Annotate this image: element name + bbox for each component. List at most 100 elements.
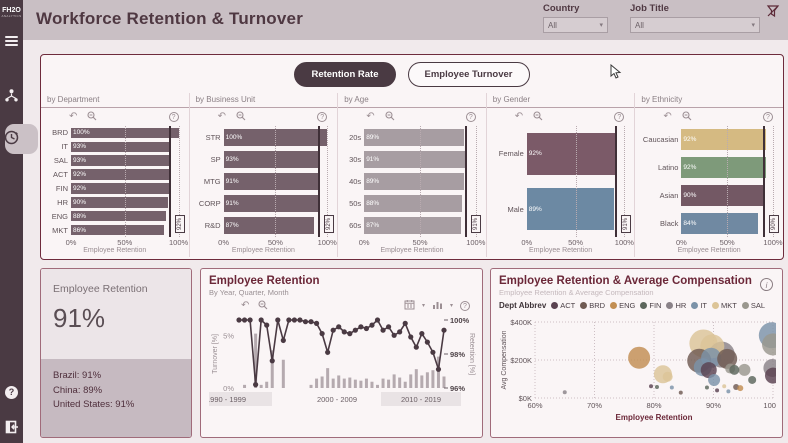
turnover-bar[interactable] — [337, 375, 341, 388]
retention-point[interactable] — [269, 358, 275, 364]
undo-icon[interactable]: ↶ — [663, 111, 672, 122]
retention-point[interactable] — [341, 329, 347, 335]
turnover-bar[interactable] — [353, 379, 357, 388]
bar[interactable]: 92% — [71, 183, 170, 194]
retention-point[interactable] — [430, 349, 436, 355]
retention-point[interactable] — [347, 331, 353, 337]
turnover-bar[interactable] — [409, 374, 413, 388]
scatter-point-fin[interactable] — [654, 384, 659, 389]
turnover-bar[interactable] — [270, 350, 274, 388]
undo-icon[interactable]: ↶ — [514, 111, 524, 122]
bar[interactable]: 88% — [71, 210, 166, 222]
turnover-bar[interactable] — [420, 375, 424, 388]
retention-point[interactable] — [330, 327, 336, 333]
turnover-bar[interactable] — [381, 378, 385, 388]
retention-point[interactable] — [308, 319, 314, 325]
turnover-bar[interactable] — [364, 378, 368, 388]
retention-point[interactable] — [369, 322, 375, 328]
retention-point[interactable] — [385, 324, 392, 330]
zoom-out-icon[interactable] — [87, 108, 97, 126]
scatter-point-it[interactable] — [669, 385, 674, 390]
bar[interactable]: 92% — [681, 157, 766, 179]
bar[interactable]: 89% — [364, 128, 464, 146]
help-icon[interactable]: ? — [614, 112, 625, 122]
turnover-bar[interactable] — [254, 333, 258, 388]
org-hierarchy-icon[interactable] — [0, 88, 23, 103]
bar[interactable]: 92% — [526, 132, 617, 175]
bar[interactable]: 91% — [223, 173, 318, 190]
retention-point[interactable] — [380, 327, 386, 333]
bar[interactable]: 93% — [71, 155, 172, 166]
undo-icon[interactable]: ↶ — [69, 111, 78, 122]
bar[interactable]: 93% — [223, 150, 320, 168]
turnover-bar[interactable] — [425, 372, 429, 388]
retention-point[interactable] — [297, 317, 303, 323]
help-icon[interactable]: ? — [0, 386, 23, 399]
retention-point[interactable] — [435, 366, 442, 372]
bar[interactable]: 92% — [71, 169, 170, 180]
chevron-down-icon[interactable]: ▾ — [421, 303, 425, 309]
retention-point[interactable] — [319, 331, 325, 337]
help-icon[interactable]: ? — [762, 112, 773, 122]
menu-icon[interactable] — [5, 36, 18, 46]
scatter-point-eng[interactable] — [737, 385, 744, 392]
scatter-chart[interactable]: $0K $200K $400K 60% 70% 80% 90% 100% Avg Compens… — [499, 310, 785, 422]
help-icon[interactable]: ? — [465, 112, 476, 122]
legend-item-it[interactable]: IT — [691, 301, 707, 310]
bar[interactable]: 86% — [71, 224, 164, 236]
retention-point[interactable] — [241, 317, 248, 323]
retention-point[interactable] — [291, 317, 298, 323]
scatter-point-eng[interactable] — [628, 346, 651, 369]
bar[interactable]: 90% — [681, 184, 764, 206]
undo-icon[interactable]: ↶ — [217, 111, 226, 122]
turnover-bar[interactable] — [348, 377, 352, 388]
turnover-bar[interactable] — [414, 369, 418, 388]
turnover-bar[interactable] — [442, 376, 446, 388]
retention-point[interactable] — [419, 331, 425, 337]
scatter-point-fin[interactable] — [729, 364, 740, 375]
turnover-bar[interactable] — [431, 370, 435, 388]
scatter-point-brd[interactable] — [678, 390, 683, 395]
retention-point[interactable] — [258, 317, 264, 323]
bar[interactable]: 100% — [223, 128, 328, 146]
legend-item-mkt[interactable]: MKT — [711, 301, 737, 310]
legend-item-eng[interactable]: ENG — [610, 301, 635, 310]
legend-item-hr[interactable]: HR — [666, 301, 686, 310]
chevron-down-icon[interactable]: ▾ — [449, 303, 453, 309]
bar-chart-icon[interactable] — [432, 297, 443, 315]
scatter-point-act[interactable] — [715, 388, 720, 393]
turnover-bar[interactable] — [315, 378, 319, 388]
retention-point[interactable] — [358, 324, 364, 330]
turnover-bar[interactable] — [398, 377, 402, 388]
zoom-out-icon[interactable] — [236, 108, 246, 126]
scatter-point-fin[interactable] — [748, 375, 757, 384]
retention-point[interactable] — [352, 327, 358, 333]
retention-point[interactable] — [236, 317, 242, 323]
turnover-bar[interactable] — [309, 384, 313, 388]
legend-item-sal[interactable]: SAL — [741, 301, 765, 310]
bar[interactable]: 93% — [71, 141, 172, 153]
turnover-bar[interactable] — [243, 384, 247, 388]
turnover-bar[interactable] — [320, 376, 324, 388]
retention-point[interactable] — [363, 325, 370, 332]
turnover-bar[interactable] — [370, 381, 374, 388]
country-dropdown[interactable]: All ▾ — [543, 17, 608, 33]
history-clock-icon[interactable] — [0, 129, 23, 146]
exit-logout-icon[interactable] — [0, 420, 23, 434]
calendar-icon[interactable] — [404, 297, 415, 315]
retention-point[interactable] — [424, 339, 430, 345]
turnover-bar[interactable] — [403, 381, 407, 388]
retention-point[interactable] — [336, 324, 342, 330]
bar[interactable]: 92% — [681, 129, 766, 151]
retention-point[interactable] — [325, 349, 331, 355]
turnover-bar[interactable] — [376, 384, 380, 388]
bar[interactable]: 90% — [71, 197, 168, 208]
scatter-point-mkt[interactable] — [662, 371, 673, 382]
legend-item-act[interactable]: ACT — [551, 301, 575, 310]
help-icon[interactable]: ? — [317, 112, 328, 122]
retention-point[interactable] — [402, 320, 408, 326]
retention-point[interactable] — [280, 337, 286, 343]
turnover-bar[interactable] — [331, 378, 335, 388]
turnover-bar[interactable] — [342, 378, 346, 388]
bar[interactable]: 88% — [364, 195, 463, 213]
